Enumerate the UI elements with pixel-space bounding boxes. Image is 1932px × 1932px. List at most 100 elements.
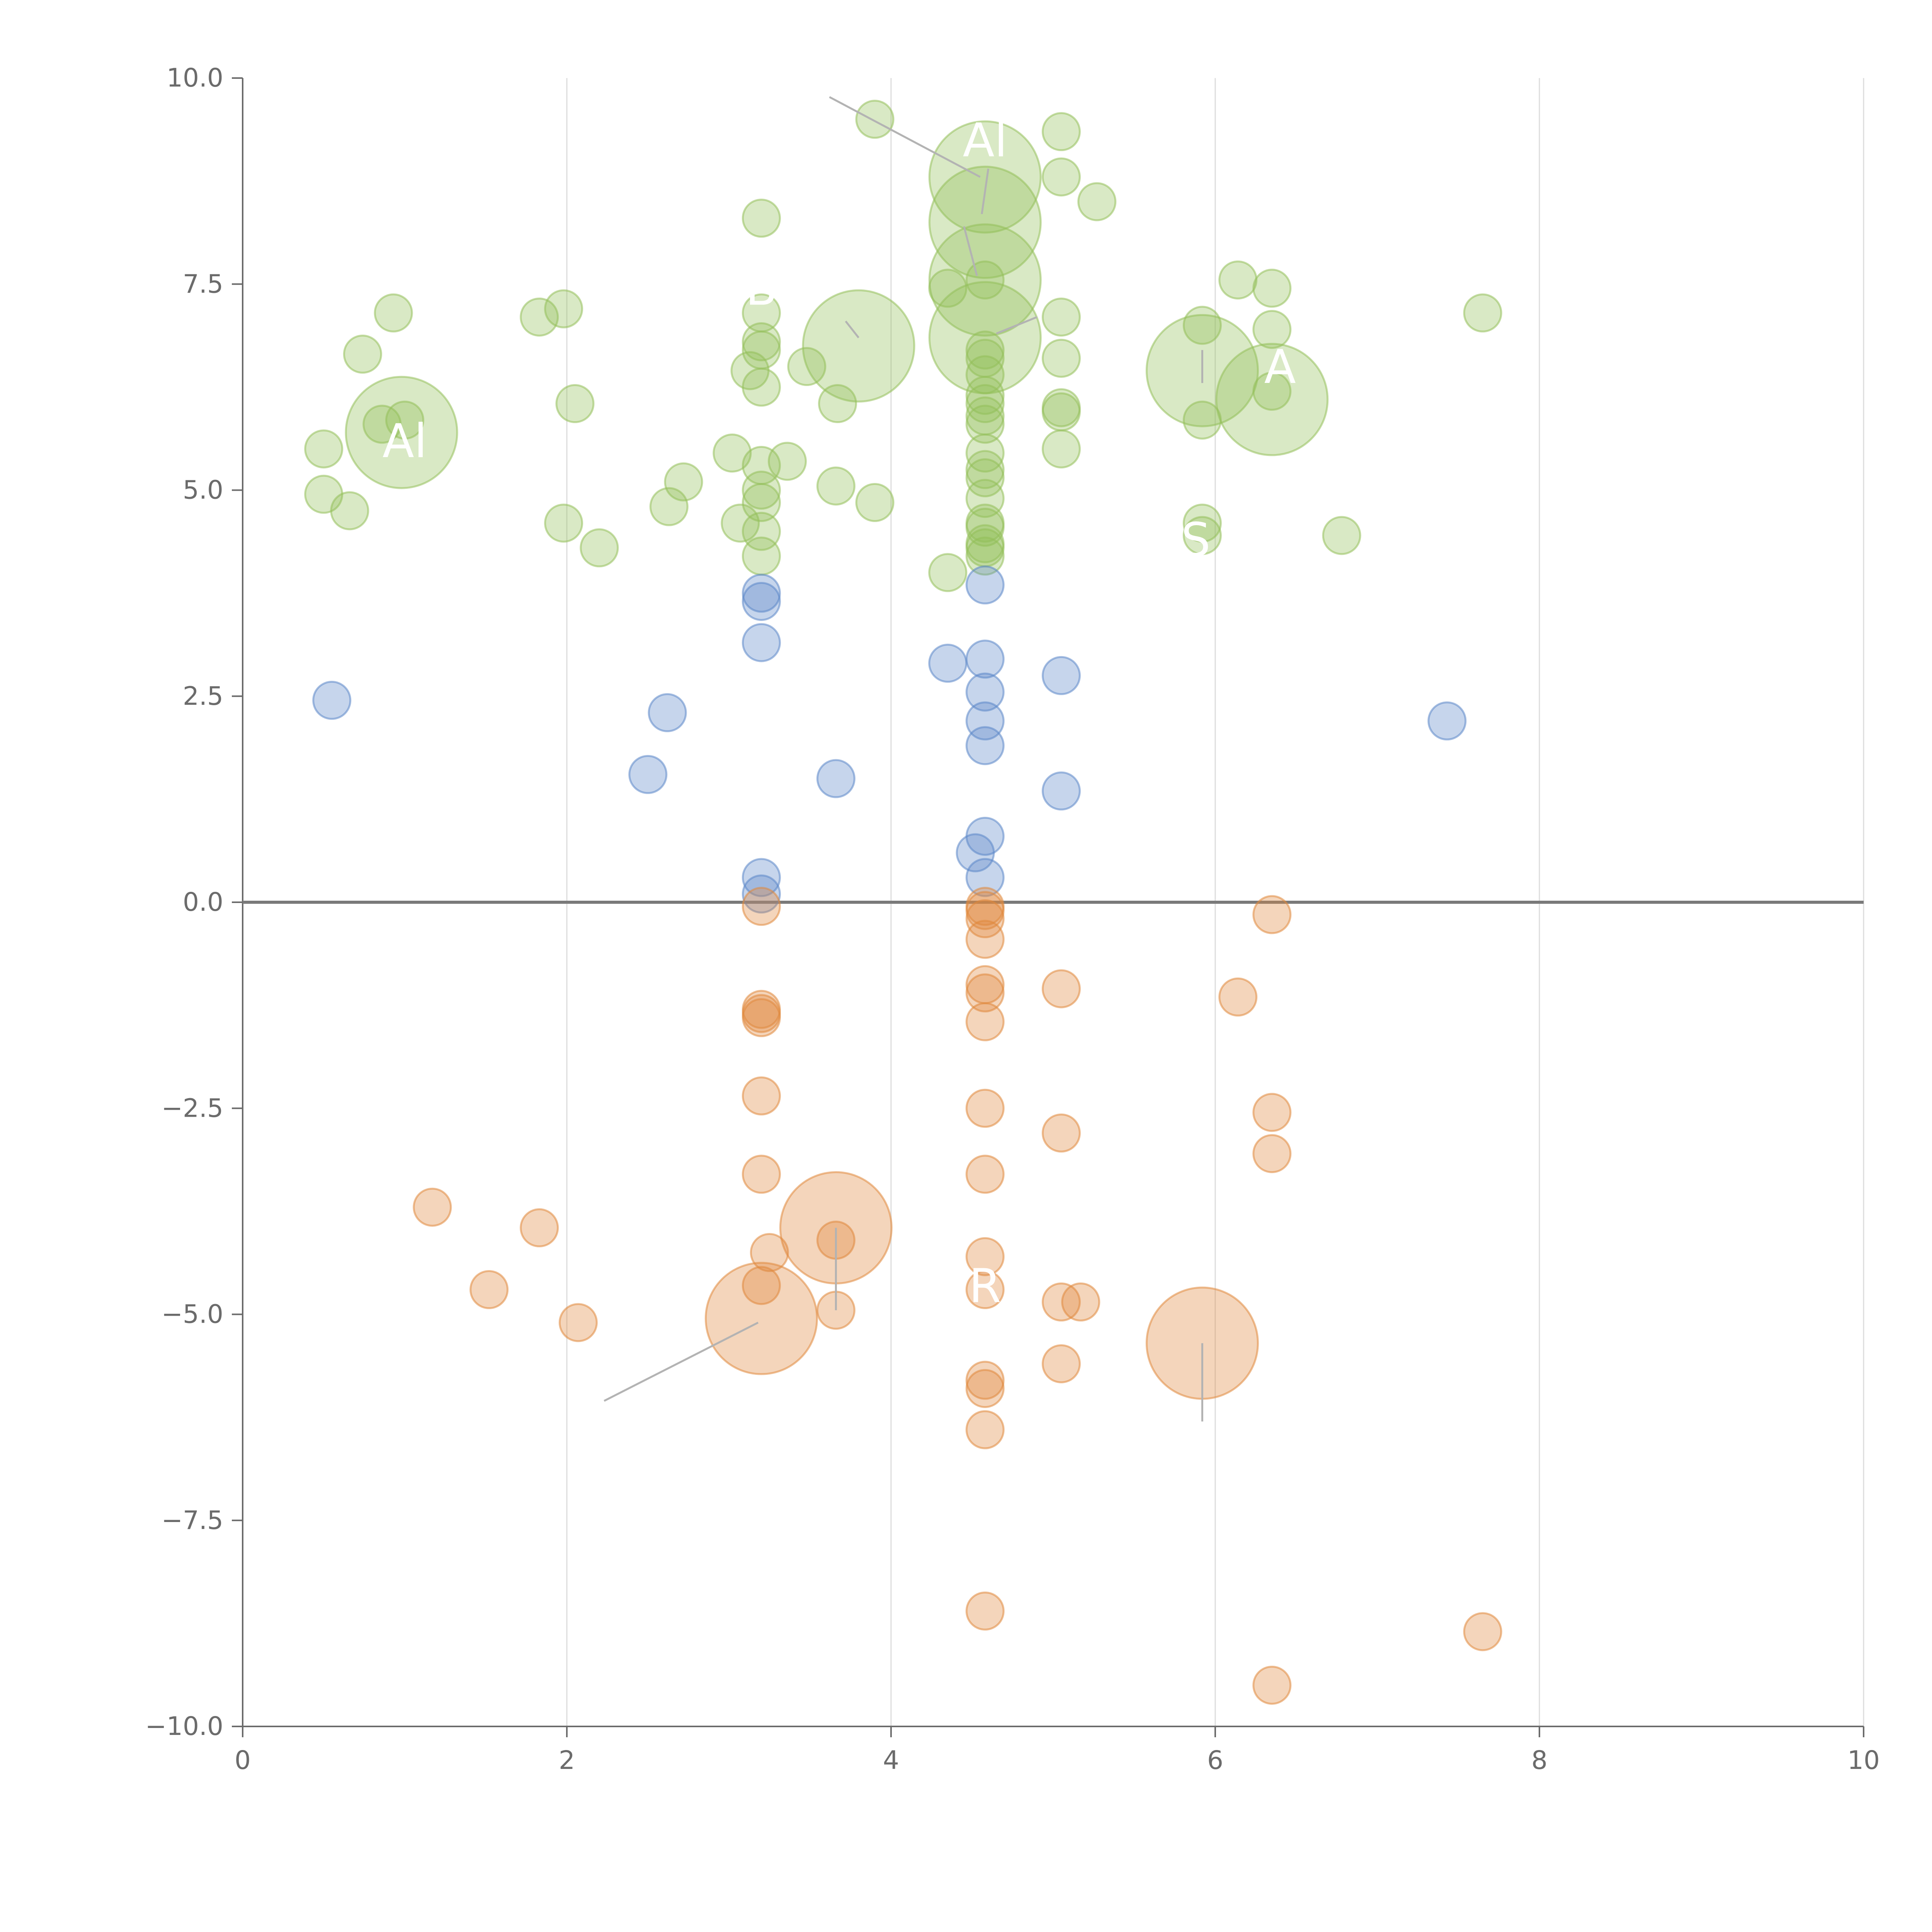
y-tick-label: −5.0 [162,1299,223,1329]
data-point [555,384,595,423]
y-tick-label: −2.5 [162,1093,223,1123]
data-point [742,367,781,407]
data-point [928,269,968,308]
data-point [965,565,1005,605]
data-point [1463,1612,1502,1651]
data-point [742,998,781,1037]
data-point [742,582,781,621]
data-point [1218,977,1258,1017]
x-tick-label: 10 [1847,1745,1880,1775]
data-point [469,1270,509,1310]
data-point [742,887,781,926]
y-tick-label: 2.5 [183,681,223,711]
data-point [928,643,968,683]
series-orange [413,887,1502,1705]
x-tick-label: 8 [1531,1745,1548,1775]
data-point [649,487,689,526]
data-point [1041,656,1081,695]
annotation-leader [845,320,860,338]
data-point [965,1237,1005,1276]
series-blue [312,565,1467,914]
data-point [520,298,559,337]
data-point [965,858,1005,897]
data-point [1252,269,1292,308]
data-point [721,503,760,543]
data-point [965,726,1005,765]
y-tick-label: 0.0 [183,887,223,917]
data-point [965,458,1005,498]
data-point [1041,771,1081,811]
data-point [965,405,1005,444]
data-point [1252,1134,1292,1173]
data-point [1252,1093,1292,1132]
data-point [965,355,1005,395]
data-point [1252,1665,1292,1705]
annotation-leader [829,96,981,178]
data-point [965,1591,1005,1631]
y-tick-label: 10.0 [167,63,223,93]
data-point [816,466,855,506]
data-point [544,503,583,543]
data-point [628,755,668,794]
data-point [1041,298,1081,337]
data-point [742,536,781,576]
data-point [1182,400,1222,440]
x-tick-label: 2 [559,1745,575,1775]
data-point [742,322,781,362]
point-label: R [969,1260,1001,1313]
data-point [1218,260,1258,300]
data-point [816,759,855,798]
y-tick-label: −7.5 [162,1505,223,1535]
data-point [965,260,1005,300]
data-point [965,920,1005,959]
data-point [965,639,1005,679]
data-point [965,1270,1005,1310]
y-tick-label: −10.0 [145,1711,223,1741]
point-label: Al [963,114,1007,168]
x-tick-label: 6 [1207,1745,1223,1775]
data-point [713,434,752,473]
data-point [304,429,344,469]
data-point [1427,701,1467,741]
data-point [928,553,968,592]
data-point [1041,338,1081,378]
data-point [742,874,781,914]
data-point [1041,112,1081,151]
point-label: S [1181,514,1211,567]
data-point [787,347,827,386]
data-point [558,1303,598,1342]
data-point [580,528,619,568]
data-point [1252,310,1292,349]
data-point [742,573,781,613]
data-point [742,1266,781,1305]
data-point [413,1187,452,1227]
data-point [965,1155,1005,1194]
x-tick-label: 0 [235,1745,251,1775]
data-point [768,442,807,481]
data-point [965,891,1005,930]
data-point [965,1369,1005,1408]
data-point [742,199,781,238]
data-point [1041,1113,1081,1153]
data-point [965,1410,1005,1449]
data-point [965,376,1005,415]
point-label: Al [383,415,427,468]
data-point [312,680,352,720]
data-point [742,1155,781,1194]
data-point [965,672,1005,712]
data-point [345,376,458,489]
data-point [956,833,995,872]
annotation-leader [996,316,1037,335]
data-point [928,120,1042,234]
data-point [1322,516,1361,555]
data-point [928,165,1042,279]
point-label: A [1264,340,1296,394]
data-point [1041,969,1081,1009]
annotation-leader [963,226,978,276]
data-point [1182,516,1222,555]
data-point [965,1361,1005,1400]
data-point [742,623,781,662]
data-point [1252,895,1292,934]
series-green [304,100,1502,592]
